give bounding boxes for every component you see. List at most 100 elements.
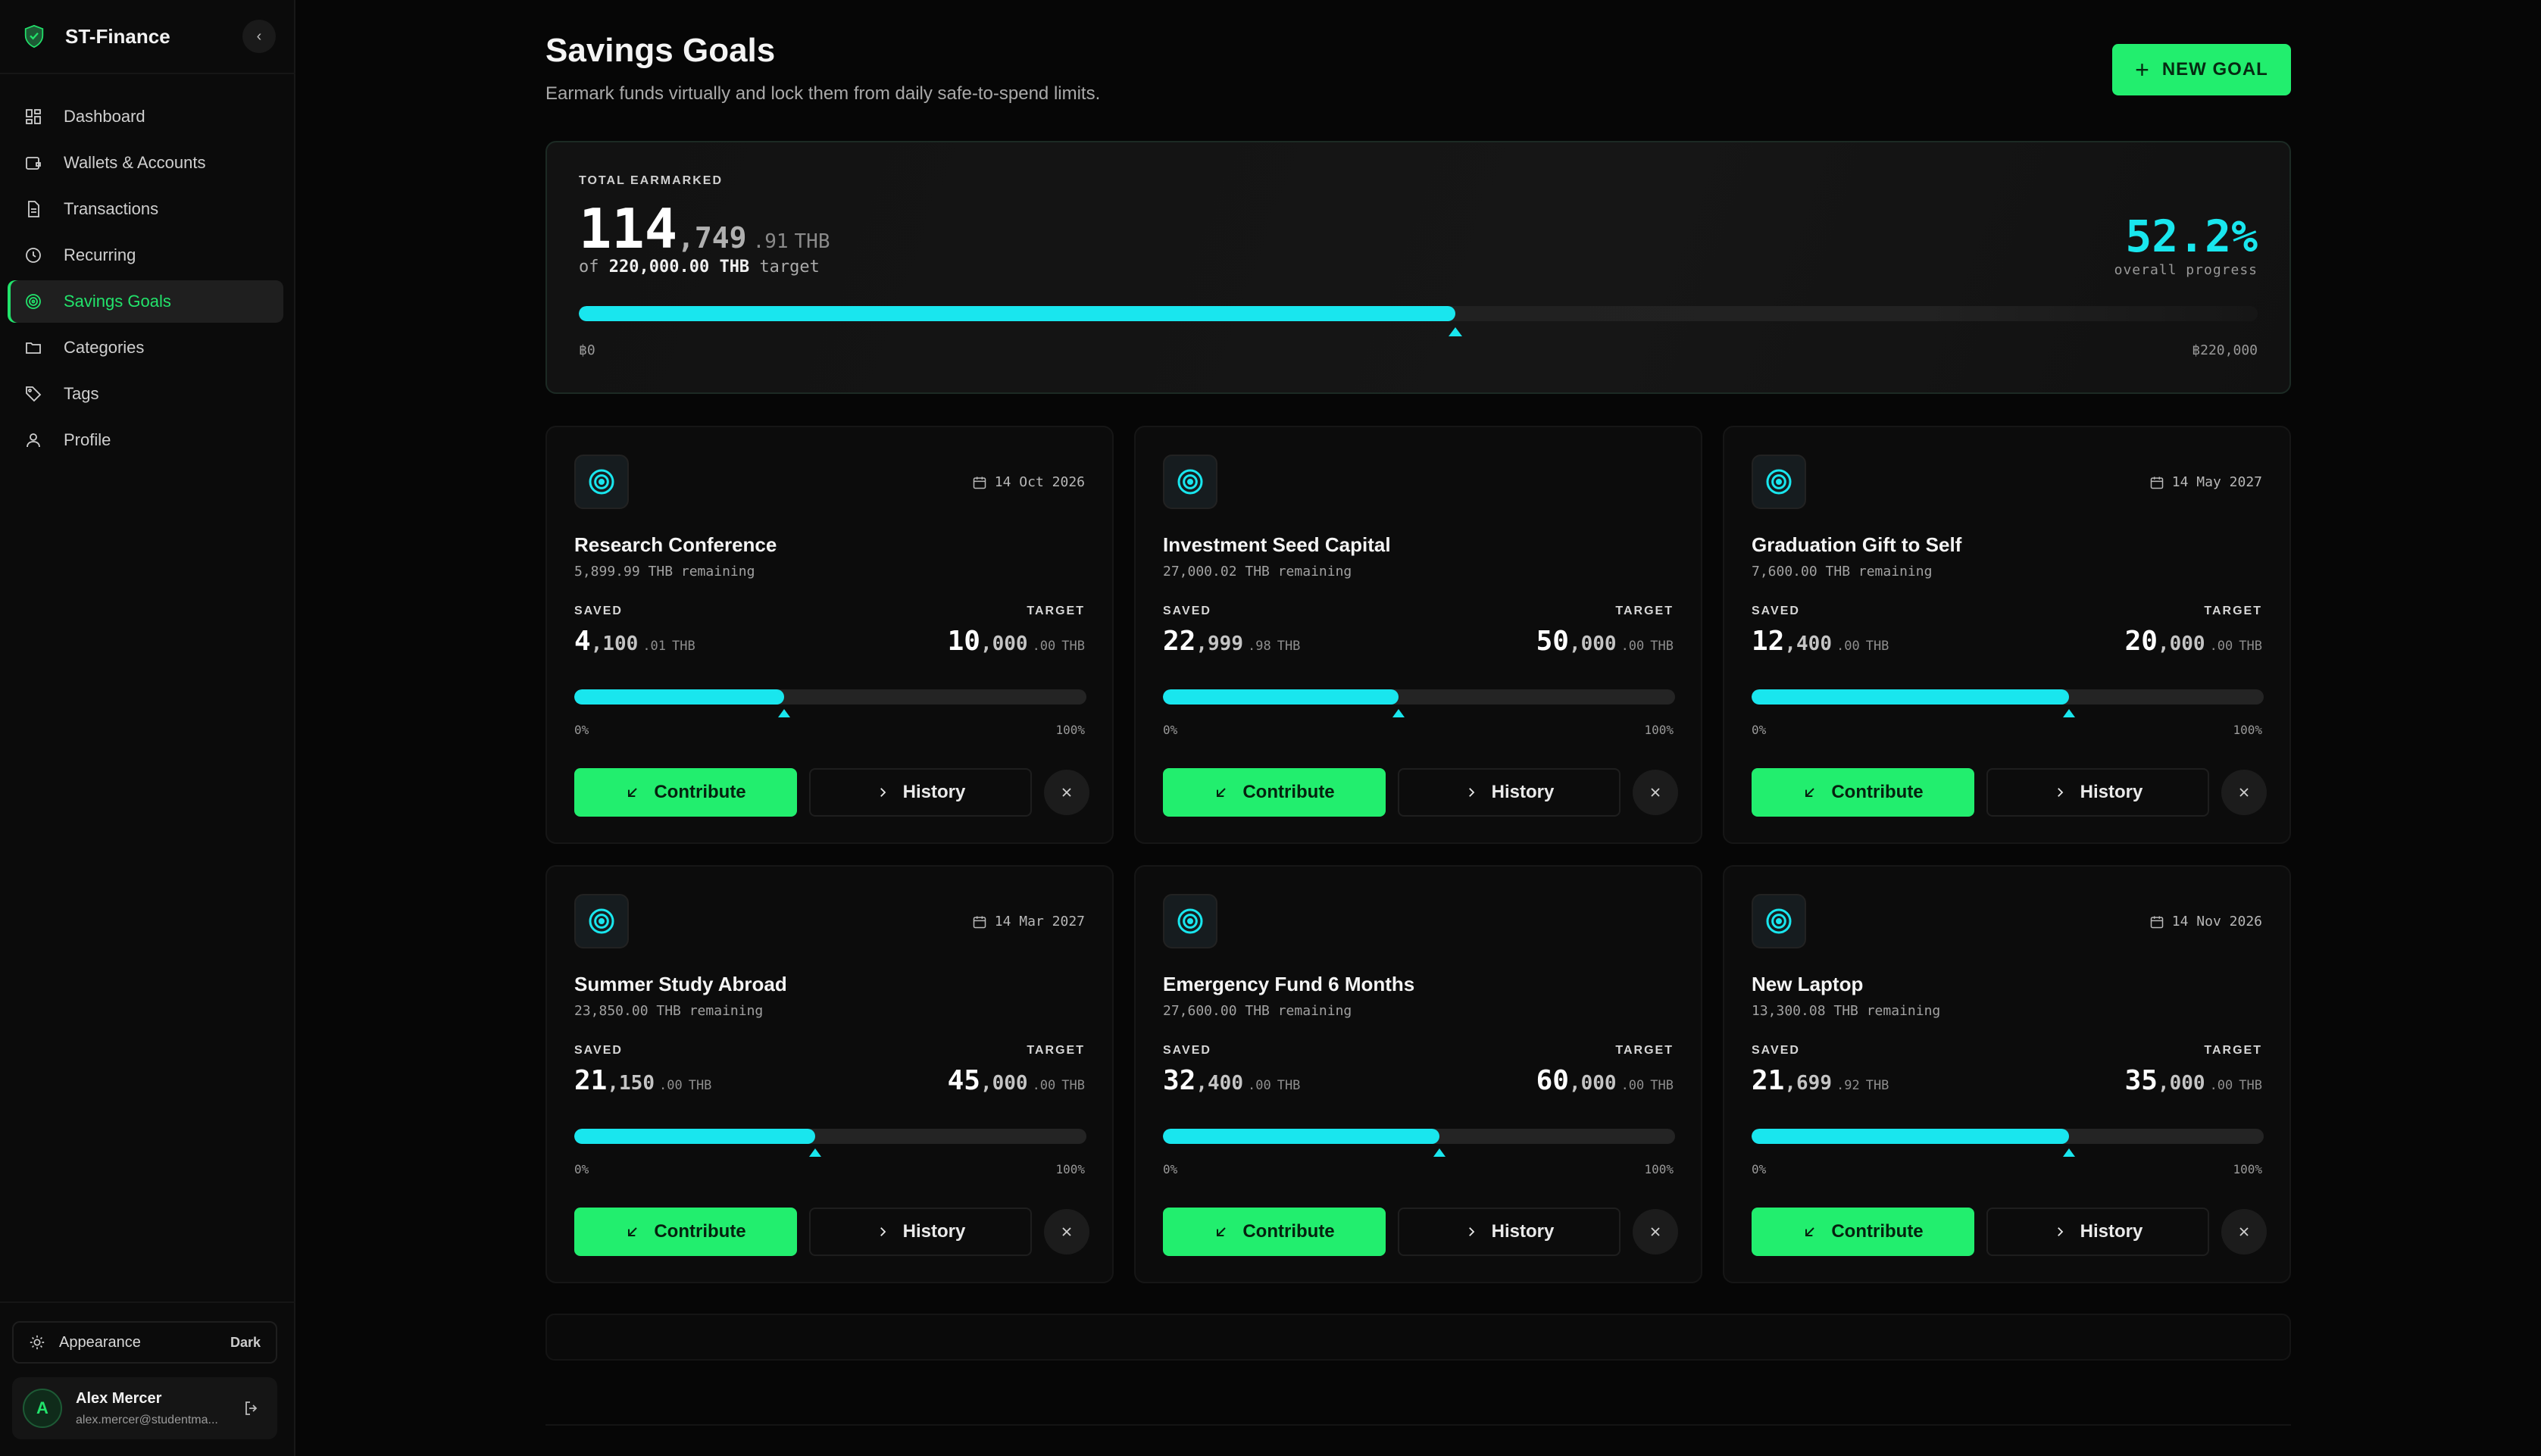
saved-currency: THB [672,639,695,654]
saved-currency: THB [1277,639,1301,654]
sidebar-item-wallets[interactable]: Wallets & Accounts [8,142,283,184]
contribute-label: Contribute [654,1221,746,1242]
target-value: 220,000.00 THB [608,258,750,277]
close-icon[interactable] [2221,770,2267,815]
close-icon[interactable] [1044,770,1089,815]
goal-card: Investment Seed Capital 27,000.02 THB re… [1134,426,1702,844]
divider [0,1301,295,1303]
history-button[interactable]: History [809,768,1032,817]
target-amount: 60,000 .00 THB [1536,1065,1674,1096]
saved-cents: .00 [1836,639,1860,654]
progress-min-label: 0% [1752,723,1767,737]
target-currency: THB [2239,639,2262,654]
overall-progress-percent: 52.2% [2125,211,2258,262]
history-button[interactable]: History [1986,768,2209,817]
close-icon[interactable] [1633,1209,1678,1254]
sidebar-item-transactions[interactable]: Transactions [8,188,283,230]
target-int: 10 [947,626,980,657]
target-currency: THB [1650,639,1674,654]
sidebar-item-recurring[interactable]: Recurring [8,234,283,277]
close-icon[interactable] [1044,1209,1089,1254]
target-cents: .00 [2209,639,2233,654]
arrow-down-left-icon [625,1224,640,1239]
goal-progress-bar [1163,689,1675,705]
sun-icon [29,1334,45,1351]
logout-icon[interactable] [236,1393,267,1423]
saved-label: SAVED [1752,1044,1800,1057]
shield-icon [21,23,47,49]
target-label: TARGET [2204,605,2262,617]
goal-card: 14 Oct 2026 Research Conference 5,899.99… [545,426,1114,844]
new-goal-button[interactable]: + NEW GOAL [2112,44,2291,95]
sidebar-item-dashboard[interactable]: Dashboard [8,95,283,138]
new-goal-label: NEW GOAL [2161,59,2268,80]
sidebar-item-label: Recurring [64,245,136,264]
dashboard-icon [23,106,44,127]
goal-date: 14 Mar 2027 [994,914,1085,930]
progress-marker-icon [1433,1148,1446,1157]
overall-progress-bar [579,306,2258,321]
collapse-sidebar-button[interactable]: ‹ [242,20,276,53]
history-label: History [1491,782,1555,802]
goal-progress-fill [574,1129,815,1144]
arrow-down-left-icon [1214,1224,1229,1239]
sidebar-item-tags[interactable]: Tags [8,373,283,415]
history-button[interactable]: History [1986,1208,2209,1256]
contribute-button[interactable]: Contribute [1163,1208,1386,1256]
target-icon [1163,455,1217,509]
saved-currency: THB [1865,639,1889,654]
brand[interactable]: ST-Finance [21,21,170,52]
contribute-button[interactable]: Contribute [1752,768,1974,817]
page-title: Savings Goals [545,32,776,69]
sidebar-item-label: Transactions [64,199,159,218]
saved-cents: .00 [658,1078,683,1093]
sidebar-item-savings-goals[interactable]: Savings Goals [8,280,283,323]
contribute-button[interactable]: Contribute [574,768,797,817]
goal-progress-fill [1752,689,2070,705]
history-button[interactable]: History [1398,768,1621,817]
target-currency: THB [1061,1078,1085,1093]
target-suffix: target [759,258,820,277]
saved-currency: THB [1865,1078,1889,1093]
progress-marker-icon [778,709,791,717]
user-card[interactable]: A Alex Mercer alex.mercer@studentma... [12,1377,277,1439]
goal-remaining: 27,600.00 THB remaining [1163,1003,1352,1019]
saved-cents: .01 [642,639,667,654]
goal-deadline: 14 Nov 2026 [2149,914,2262,930]
target-int: 20 [2124,626,2158,657]
goal-name: Summer Study Abroad [574,973,787,995]
document-icon [23,198,44,220]
contribute-button[interactable]: Contribute [1752,1208,1974,1256]
sidebar-item-categories[interactable]: Categories [8,327,283,369]
goal-deadline: 14 May 2027 [2149,474,2262,490]
progress-max-label: 100% [1644,723,1674,737]
history-button[interactable]: History [1398,1208,1621,1256]
plus-icon: + [2135,55,2150,83]
overall-progress-label: overall progress [2114,262,2258,278]
summary-card: TOTAL EARMARKED 114 ,749 .91 THB of 220,… [545,141,2291,394]
goal-name: Investment Seed Capital [1163,533,1391,556]
saved-label: SAVED [574,1044,623,1057]
history-button[interactable]: History [809,1208,1032,1256]
appearance-toggle[interactable]: Appearance Dark [12,1321,277,1364]
close-icon[interactable] [2221,1209,2267,1254]
close-icon[interactable] [1633,770,1678,815]
contribute-button[interactable]: Contribute [574,1208,797,1256]
progress-marker-icon [808,1148,821,1157]
summary-target: of 220,000.00 THB target [579,258,820,277]
saved-int: 21 [574,1065,608,1096]
goal-remaining: 27,000.02 THB remaining [1163,564,1352,580]
sidebar-item-profile[interactable]: Profile [8,419,283,461]
target-thousands: ,000 [1568,1072,1617,1095]
target-cents: .00 [2209,1078,2233,1093]
saved-int: 22 [1163,626,1196,657]
contribute-button[interactable]: Contribute [1163,768,1386,817]
target-amount: 45,000 .00 THB [948,1065,1085,1096]
target-icon [23,291,44,312]
tag-icon [23,383,44,405]
target-int: 35 [2124,1065,2158,1096]
goal-name: Research Conference [574,533,777,556]
target-label: TARGET [1615,605,1674,617]
summary-currency: THB [794,230,830,253]
sidebar: ST-Finance ‹ Dashboard Wallets & Account… [0,0,295,1456]
